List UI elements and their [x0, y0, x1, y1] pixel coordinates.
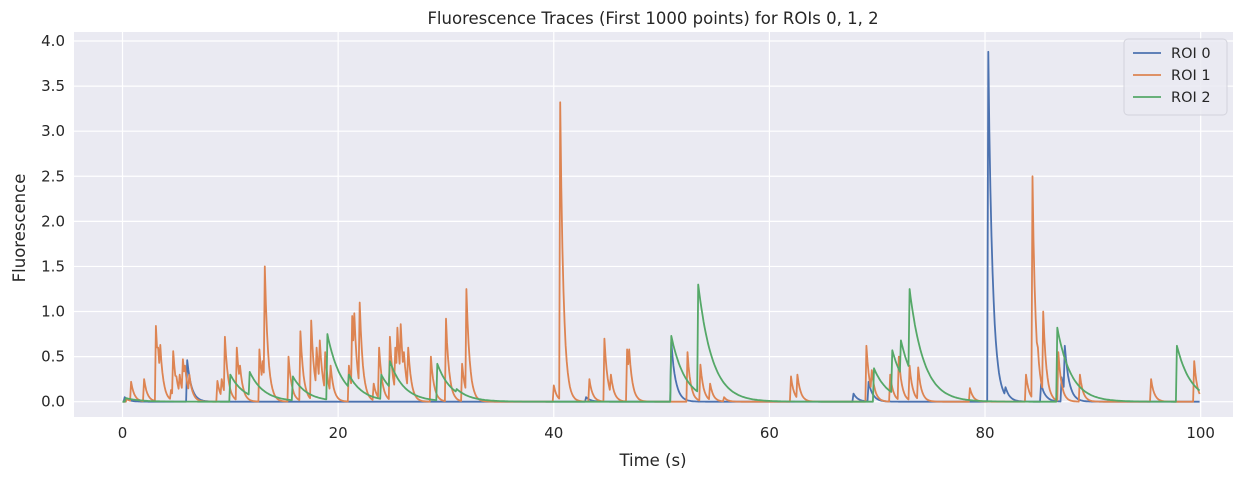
gridlines	[74, 32, 1233, 417]
y-axis-label: Fluorescence	[10, 174, 29, 283]
y-tick-label: 0.0	[41, 393, 65, 411]
chart-title: Fluorescence Traces (First 1000 points) …	[427, 9, 878, 28]
y-tick-label: 2.5	[41, 167, 65, 185]
x-axis-ticks: 0 20 40 60 80 100	[118, 424, 1215, 442]
x-axis-label: Time (s)	[618, 451, 686, 470]
series-lines	[122, 50, 1201, 403]
y-tick-label: 2.0	[41, 212, 65, 230]
y-tick-label: 3.0	[41, 122, 65, 140]
legend-label: ROI 0	[1171, 46, 1211, 62]
x-tick-label: 20	[329, 424, 348, 442]
x-tick-label: 100	[1186, 424, 1215, 442]
plot-background	[74, 32, 1233, 417]
legend: ROI 0 ROI 1 ROI 2	[1123, 38, 1228, 116]
legend-label: ROI 1	[1171, 68, 1211, 84]
y-tick-label: 1.0	[41, 303, 65, 321]
series-line-roi-2	[122, 283, 1201, 403]
y-tick-label: 3.5	[41, 77, 65, 95]
y-tick-label: 0.5	[41, 348, 65, 366]
legend-label: ROI 2	[1171, 90, 1211, 106]
x-tick-label: 0	[118, 424, 128, 442]
x-tick-label: 80	[975, 424, 994, 442]
x-tick-label: 40	[544, 424, 563, 442]
legend-box	[1123, 38, 1228, 116]
y-tick-label: 1.5	[41, 257, 65, 275]
y-tick-label: 4.0	[41, 32, 65, 50]
x-tick-label: 60	[760, 424, 779, 442]
y-axis-ticks: 0.0 0.5 1.0 1.5 2.0 2.5 3.0 3.5 4.0	[41, 32, 65, 411]
